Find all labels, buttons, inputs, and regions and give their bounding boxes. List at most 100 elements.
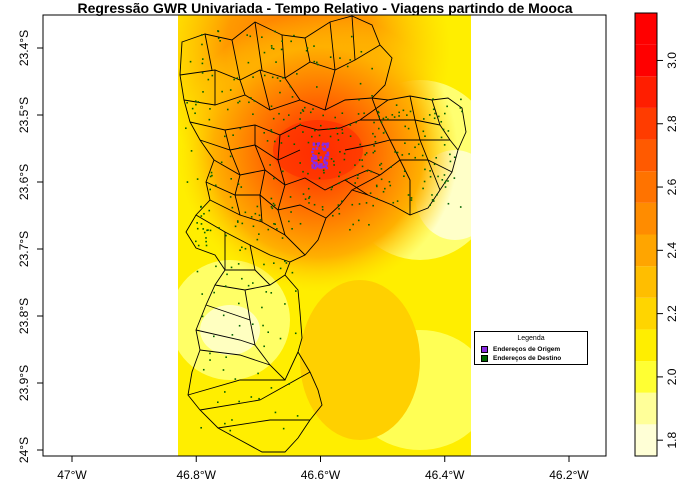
- destination-point: [256, 205, 259, 208]
- origin-point: [325, 166, 329, 170]
- destination-point: [380, 121, 383, 123]
- origin-point: [321, 143, 324, 147]
- destination-point: [270, 387, 273, 389]
- destination-point: [343, 158, 346, 161]
- destination-point: [382, 117, 385, 120]
- destination-point: [299, 222, 302, 225]
- destination-point: [349, 135, 352, 138]
- destination-point: [312, 108, 314, 110]
- destination-point: [444, 180, 447, 183]
- destination-point: [304, 198, 307, 200]
- destination-point: [271, 76, 274, 79]
- destination-point: [313, 60, 316, 63]
- origin-point: [321, 147, 325, 150]
- destination-point: [219, 40, 221, 42]
- destination-point: [437, 175, 439, 178]
- destination-point: [346, 65, 349, 68]
- destination-point: [229, 196, 232, 198]
- destination-point: [210, 171, 213, 174]
- destination-point: [194, 100, 197, 102]
- destination-point: [258, 214, 261, 217]
- destination-point: [299, 118, 301, 120]
- destination-point: [224, 422, 226, 425]
- destination-point: [372, 151, 375, 154]
- origin-point: [314, 155, 318, 158]
- destination-point: [274, 223, 276, 226]
- destination-point: [294, 332, 297, 335]
- destination-point: [309, 111, 312, 114]
- destination-point: [280, 142, 283, 144]
- destination-point: [406, 114, 408, 116]
- destination-point: [213, 291, 215, 294]
- destination-point: [429, 170, 431, 172]
- destination-point: [293, 34, 295, 37]
- colorbar-bin: [635, 76, 657, 108]
- destination-point: [237, 221, 239, 223]
- destination-point: [374, 140, 377, 143]
- destination-point: [392, 201, 395, 204]
- destination-point: [376, 197, 378, 200]
- destination-point: [291, 96, 294, 98]
- origin-point: [311, 159, 314, 163]
- origin-point: [315, 162, 318, 166]
- destination-point: [285, 262, 288, 264]
- destination-point: [238, 400, 240, 403]
- destination-point: [460, 98, 462, 101]
- destination-point: [387, 118, 389, 121]
- destination-point: [307, 187, 310, 190]
- destination-point: [303, 106, 306, 109]
- destination-point: [393, 116, 396, 118]
- destination-point: [271, 47, 273, 49]
- destination-point: [404, 125, 407, 128]
- destination-point: [329, 56, 332, 58]
- y-tick-label: 23.7°S: [17, 231, 31, 267]
- destination-point: [290, 211, 292, 213]
- destination-point: [282, 427, 285, 430]
- destination-point: [373, 150, 376, 152]
- destination-point: [422, 130, 425, 133]
- destination-point: [282, 118, 285, 121]
- district-boundaries: [179, 15, 467, 453]
- x-axis: 47°W 46.8°W 46.6°W 46.4°W 46.2°W: [57, 456, 589, 482]
- destination-point: [259, 219, 262, 221]
- destination-point: [279, 267, 282, 270]
- destination-point: [359, 143, 361, 146]
- y-tick-label: 23.6°S: [17, 164, 31, 200]
- destination-point: [330, 158, 333, 160]
- destination-point: [395, 104, 398, 106]
- destination-point: [423, 180, 426, 183]
- destination-point: [229, 429, 232, 432]
- destination-point: [341, 132, 344, 134]
- destination-point: [316, 63, 319, 66]
- destination-point: [196, 227, 199, 230]
- destination-point: [244, 247, 247, 250]
- destination-point: [225, 356, 227, 358]
- destination-point: [288, 383, 290, 385]
- destination-point: [273, 177, 275, 180]
- destination-point: [369, 192, 372, 194]
- origin-point: [311, 166, 314, 169]
- destination-point: [449, 153, 451, 156]
- destination-point: [233, 78, 235, 81]
- destination-point: [201, 43, 203, 46]
- destination-point: [191, 107, 194, 110]
- destination-point: [197, 101, 200, 103]
- destination-point: [330, 188, 333, 191]
- destination-point: [200, 206, 202, 208]
- colorbar-bin: [635, 202, 657, 235]
- destination-point: [398, 111, 400, 114]
- x-tick-label: 46.2°W: [549, 468, 589, 482]
- destination-point: [333, 164, 335, 166]
- destination-point: [217, 401, 219, 404]
- destination-point: [231, 419, 233, 421]
- colorbar-bin: [635, 361, 657, 393]
- destination-point: [195, 103, 197, 106]
- destination-point: [240, 186, 243, 188]
- destination-point: [263, 263, 265, 266]
- origin-point: [311, 150, 314, 154]
- destination-point: [459, 107, 462, 109]
- colorbar-tick-label: 2.8: [665, 115, 679, 132]
- origin-point: [322, 165, 325, 169]
- colorbar-bin: [635, 107, 657, 140]
- destination-point: [237, 183, 240, 185]
